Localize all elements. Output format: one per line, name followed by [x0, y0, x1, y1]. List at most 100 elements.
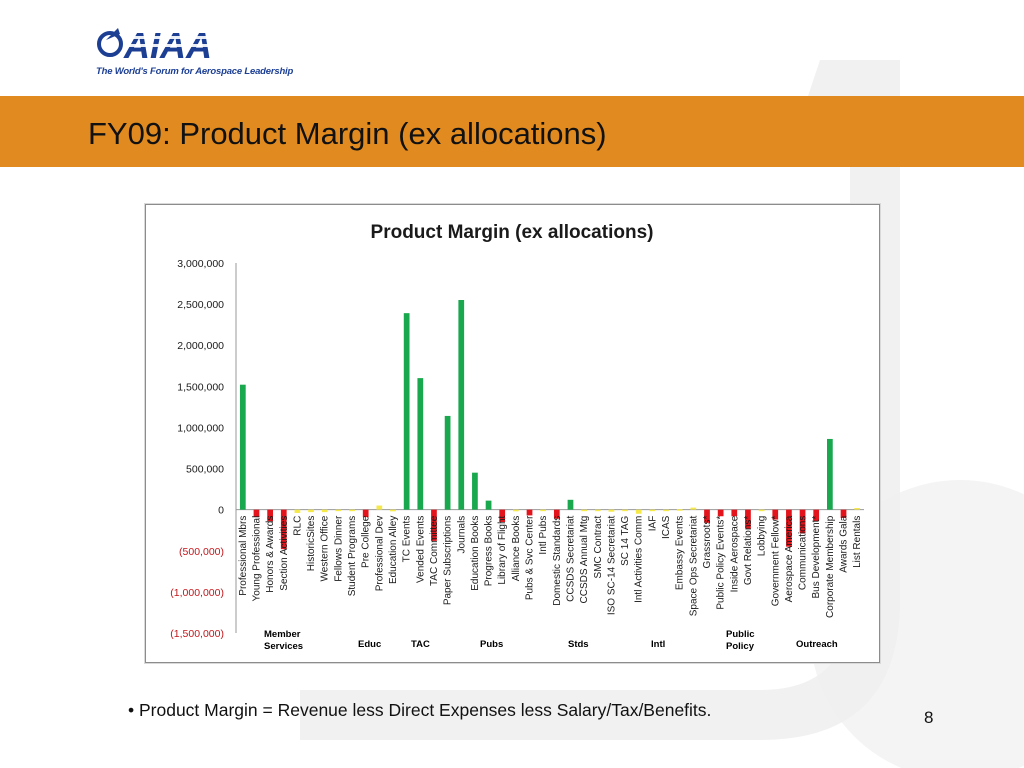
x-tick-label: Public Policy Events* — [716, 516, 727, 610]
x-tick-label: Domestic Standards — [552, 516, 563, 606]
bar-5 — [294, 509, 301, 513]
bar-25 — [567, 499, 574, 510]
x-tick-label: Section Activities — [279, 516, 290, 591]
y-tick-label: (1,500,000) — [170, 628, 224, 640]
bar-20 — [499, 509, 506, 522]
x-tick-label: Education Alley — [388, 516, 399, 584]
group-label-educ: Educ — [358, 639, 382, 650]
y-tick-label: 2,500,000 — [177, 299, 224, 311]
group-label-stds: Stds — [568, 639, 589, 650]
bar-18 — [472, 472, 478, 510]
bar-14 — [417, 378, 424, 510]
title-banner — [0, 96, 1024, 167]
x-tick-label: Honors & Awards — [265, 516, 276, 593]
y-tick-label: 3,000,000 — [177, 258, 224, 270]
x-tick-label: SC 14 TAG — [620, 515, 631, 565]
x-tick-label: Professional Dev — [374, 516, 385, 592]
bar-23 — [540, 509, 547, 512]
x-tick-label: Paper Subscriptions — [443, 516, 454, 606]
x-tick-label: Space Ops Secretariat — [688, 515, 699, 616]
x-tick-label: Bus Development* — [811, 516, 822, 599]
bar-6 — [308, 509, 314, 513]
bar-9 — [349, 509, 355, 512]
bar-22 — [526, 509, 533, 516]
x-tick-label: Aerospace America — [784, 515, 795, 602]
x-tick-label: CCSDS Annual Mtg — [579, 516, 590, 604]
y-tick-label: (500,000) — [179, 546, 224, 558]
y-tick-label: (1,000,000) — [170, 587, 224, 599]
bar-37 — [731, 509, 738, 517]
x-tick-label: Young Professional — [251, 516, 262, 602]
bar-4 — [280, 509, 287, 550]
bar-13 — [403, 313, 410, 510]
x-tick-label: Student Programs — [347, 516, 358, 597]
bar-19 — [485, 500, 492, 510]
bar-29 — [622, 509, 628, 512]
bar-11 — [376, 505, 383, 510]
bar-40 — [772, 509, 779, 520]
x-tick-label: CCSDS Secretariat — [565, 515, 576, 601]
group-label-intl: Intl — [651, 639, 666, 650]
bar-38 — [745, 509, 751, 529]
x-tick-label: ISO SC-14 Secretariat — [606, 515, 617, 615]
x-tick-label: Embassy Events — [675, 516, 686, 590]
x-tick-label: Vended Events — [415, 516, 426, 583]
x-tick-label: IAF — [647, 516, 658, 532]
x-tick-label: Alliance Books — [511, 516, 522, 582]
bar-8 — [335, 509, 342, 512]
bar-33 — [676, 509, 683, 511]
page-number: 8 — [924, 708, 934, 727]
bar-7 — [321, 509, 328, 513]
x-tick-label: Western Office — [320, 515, 331, 581]
x-tick-label: TC Events — [402, 516, 413, 563]
x-tick-label: Grassroots* — [702, 516, 713, 569]
bar-32 — [663, 509, 669, 512]
x-tick-label: Communications — [798, 516, 809, 590]
bar-36 — [717, 509, 724, 517]
x-tick-label: ICAS — [661, 515, 672, 539]
bar-26 — [581, 509, 587, 512]
logo-tagline: The World's Forum for Aerospace Leadersh… — [96, 66, 294, 77]
aiaa-logo: AIAA — [97, 25, 244, 66]
x-tick-label: Pubs & Svc Center — [525, 515, 536, 600]
x-tick-label: Intl Pubs — [538, 516, 549, 555]
bar-3 — [267, 509, 273, 522]
bar-35 — [704, 509, 710, 523]
bar-39 — [758, 509, 765, 512]
x-tick-label: Library of Flight — [497, 515, 508, 584]
group-label-outreach: Outreach — [796, 639, 838, 650]
bar-15 — [431, 509, 437, 541]
footnote: • Product Margin = Revenue less Direct E… — [128, 700, 712, 720]
x-tick-label: Education Books — [470, 516, 481, 591]
group-label-pubs: Pubs — [480, 639, 504, 650]
bar-24 — [553, 509, 560, 519]
chart-title: Product Margin (ex allocations) — [371, 222, 654, 243]
bar-2 — [253, 509, 260, 518]
bar-12 — [390, 509, 396, 512]
group-label-public-policy: Public Policy — [726, 629, 755, 652]
x-tick-label: HistoricSites — [306, 516, 317, 572]
x-tick-label: Inside Aerospace — [729, 515, 740, 592]
x-tick-label: Fellows Dinner — [333, 515, 344, 582]
y-tick-label: 500,000 — [186, 464, 224, 476]
bar-41 — [786, 509, 792, 547]
x-tick-label: Lobbying — [757, 516, 768, 557]
bar-17 — [458, 300, 465, 510]
x-tick-label: Awards Gala — [839, 515, 850, 573]
x-tick-label: Pre College — [361, 515, 372, 568]
bar-34 — [690, 507, 697, 510]
x-tick-label: RLC — [292, 516, 303, 536]
y-tick-label: 1,000,000 — [177, 422, 224, 434]
x-tick-label: Professional Mbrs — [238, 516, 249, 596]
bar-28 — [608, 509, 615, 512]
x-tick-label: TAC Committee — [429, 515, 440, 586]
bar-43 — [813, 509, 820, 522]
bar-21 — [513, 509, 519, 512]
bar-27 — [594, 509, 601, 512]
product-margin-chart: Product Margin (ex allocations) 3,000,000… — [170, 222, 864, 640]
x-tick-label: Journals — [456, 516, 467, 554]
group-label-tac: TAC — [411, 639, 430, 650]
bar-46 — [854, 508, 861, 510]
bar-16 — [444, 415, 451, 510]
y-tick-label: 2,000,000 — [177, 340, 224, 352]
